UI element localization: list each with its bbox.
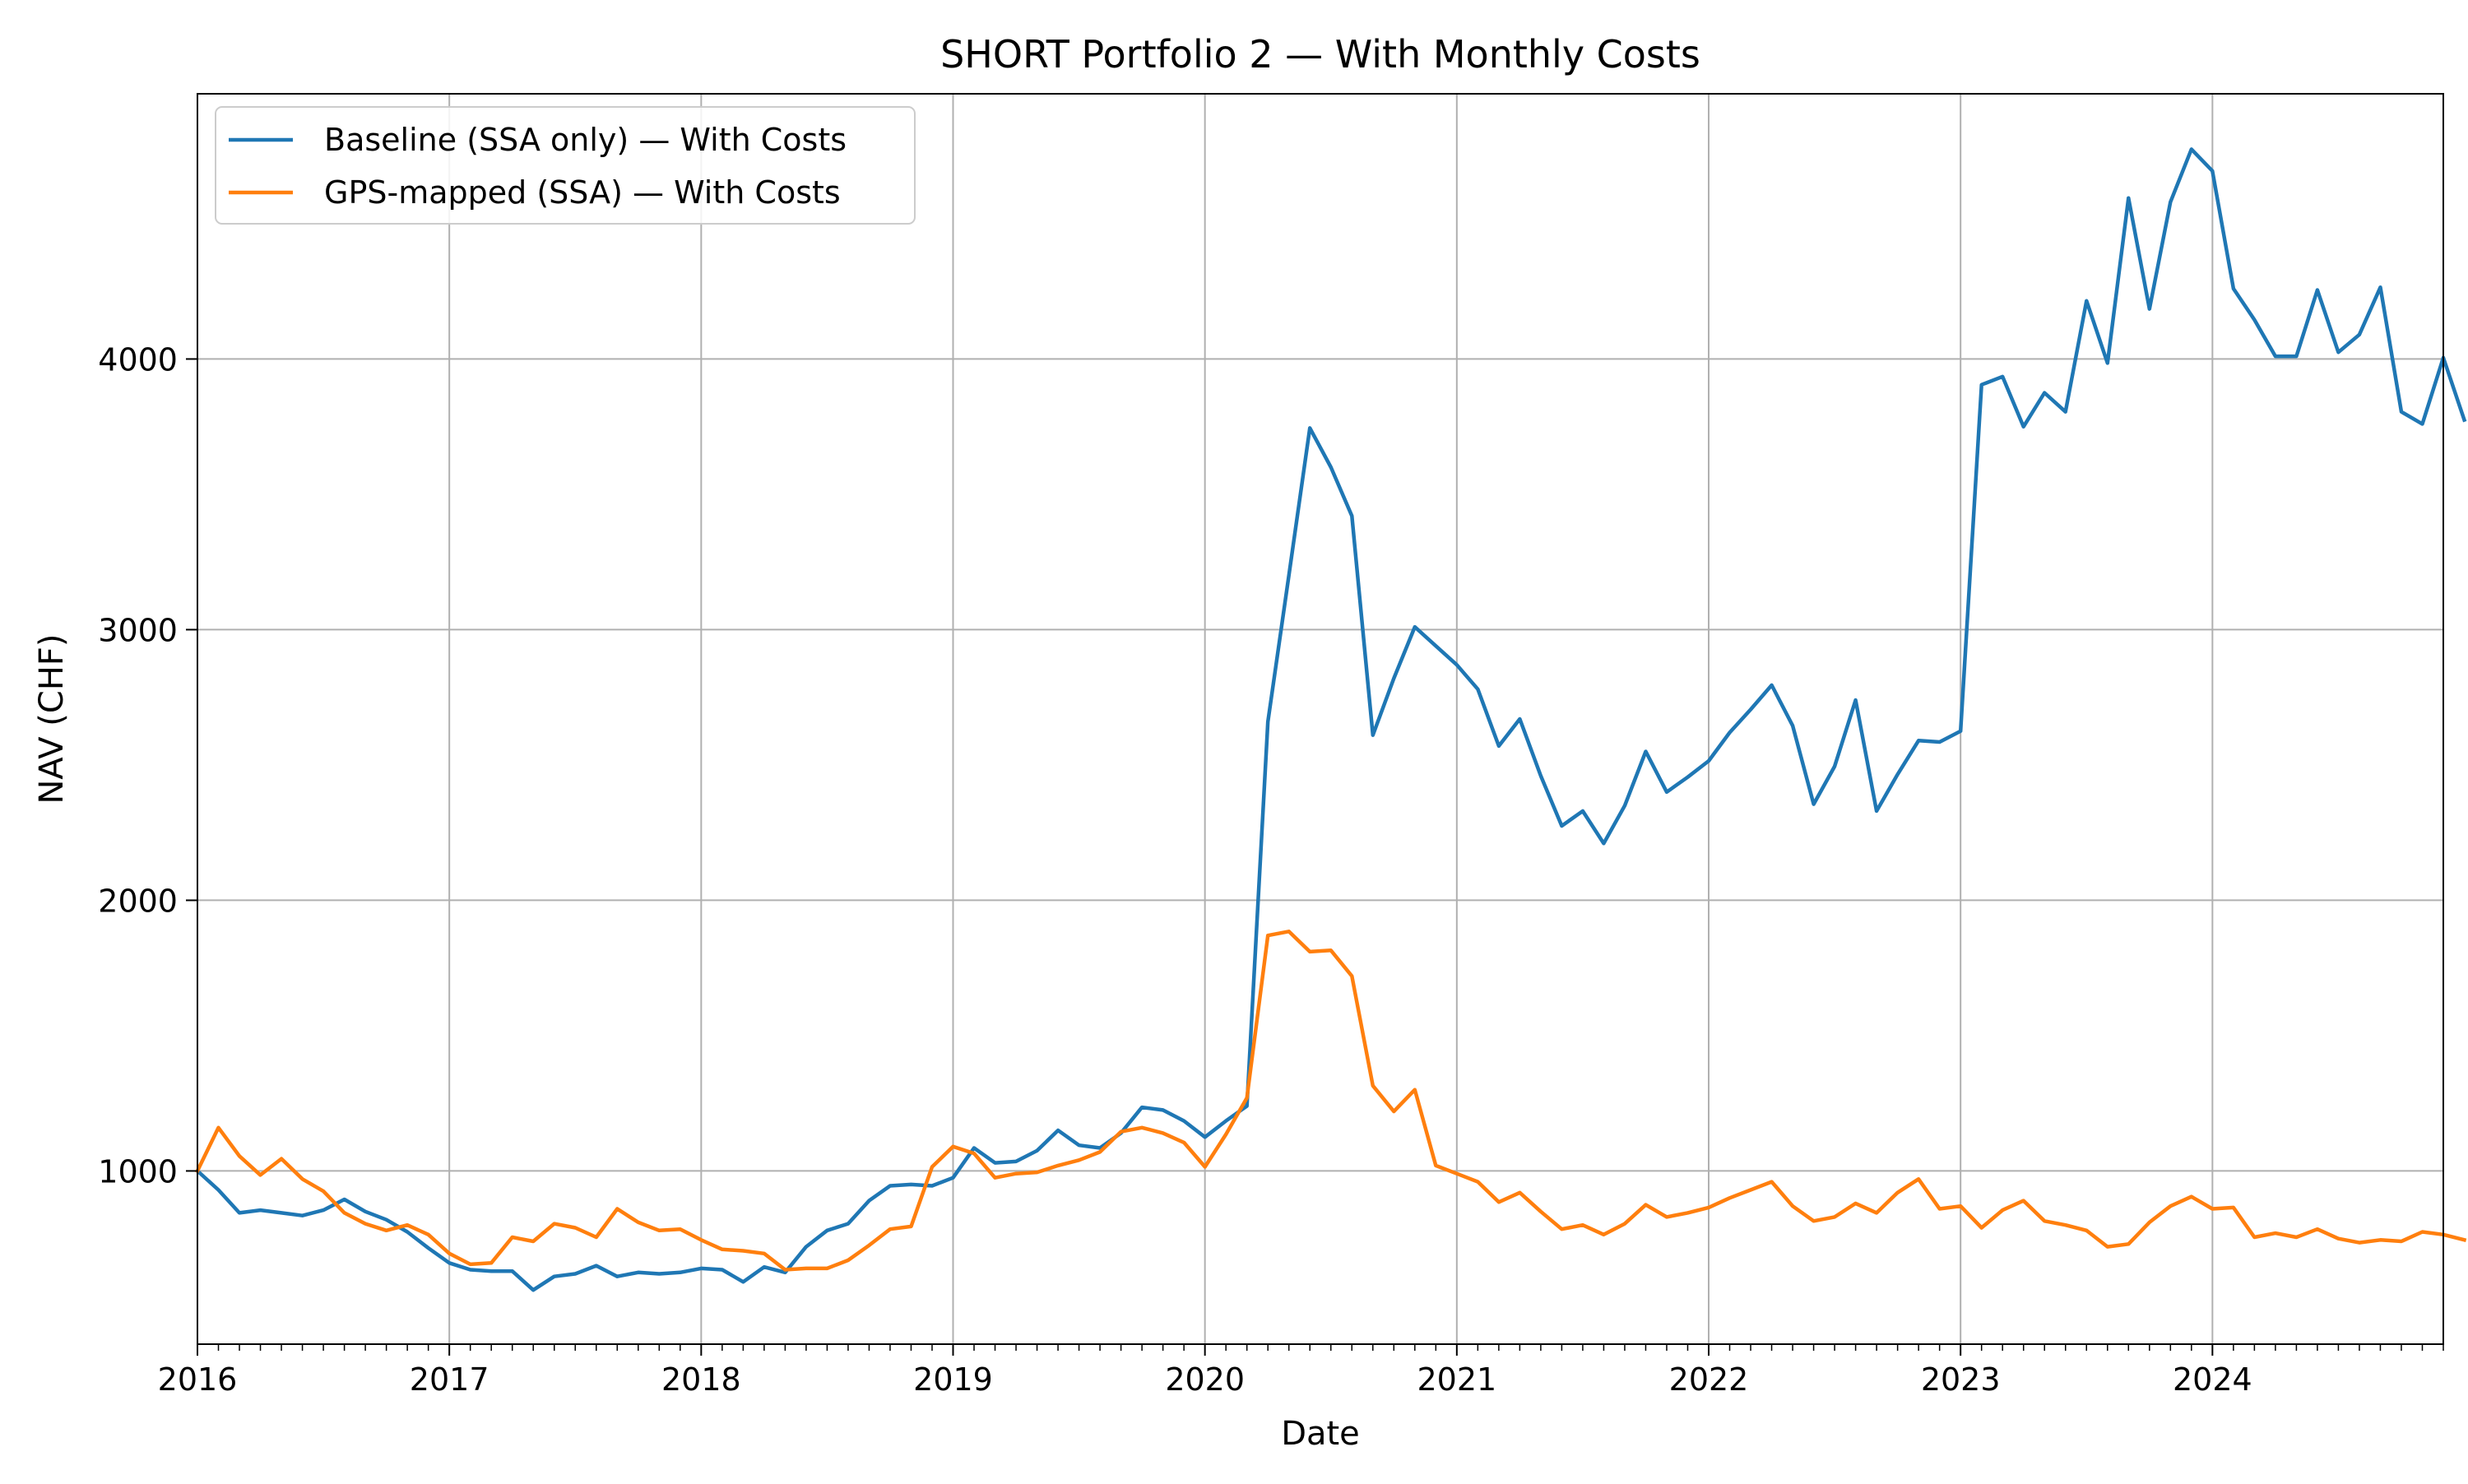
x-axis-label: Date <box>1281 1415 1360 1453</box>
x-tick-label: 2019 <box>913 1361 993 1398</box>
series-lines <box>194 147 2467 1292</box>
x-tick-label: 2024 <box>2173 1361 2252 1398</box>
y-axis: 1000 2000 3000 4000 <box>98 341 197 1190</box>
y-axis-label: NAV (CHF) <box>33 633 71 804</box>
x-tick-label: 2023 <box>1921 1361 2001 1398</box>
chart-title: SHORT Portfolio 2 — With Monthly Costs <box>940 32 1700 77</box>
x-tick-label: 2022 <box>1669 1361 1749 1398</box>
legend: Baseline (SSA only) — With Costs GPS-mapp… <box>215 106 916 225</box>
x-axis: 2016 2017 2018 2019 2020 2021 2022 2023 2024 <box>158 1344 2444 1398</box>
legend-label-1: GPS-mapped (SSA) — With Costs <box>324 174 841 211</box>
x-tick-label: 2017 <box>410 1361 489 1398</box>
legend-box <box>215 106 916 225</box>
legend-label-0: Baseline (SSA only) — With Costs <box>324 122 847 158</box>
y-tick-label: 1000 <box>98 1153 178 1190</box>
plot-frame <box>197 93 2444 1345</box>
x-tick-label: 2020 <box>1165 1361 1245 1398</box>
y-tick-label: 2000 <box>98 883 178 919</box>
y-tick-label: 4000 <box>98 341 178 378</box>
series-line-1 <box>194 930 2467 1272</box>
x-tick-label: 2021 <box>1417 1361 1496 1398</box>
y-tick-label: 3000 <box>98 612 178 648</box>
x-tick-label: 2018 <box>661 1361 741 1398</box>
series-line-0 <box>194 147 2467 1292</box>
grid-lines <box>197 94 2443 1344</box>
x-tick-label: 2016 <box>158 1361 238 1398</box>
